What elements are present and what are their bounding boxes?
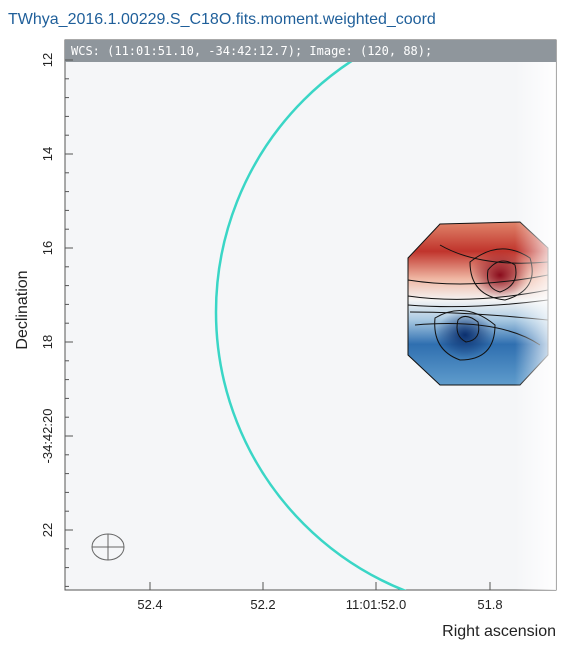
y-axis-title: Declination [14, 270, 31, 349]
y-tick-label: 18 [40, 335, 55, 349]
x-tick-label: 52.2 [250, 597, 275, 612]
x-axis-title: Right ascension [442, 623, 556, 640]
y-tick-label: 16 [40, 241, 55, 255]
y-tick-label: 14 [40, 147, 55, 161]
y-tick-label: -34:42:20 [40, 409, 55, 464]
edge-fade [515, 40, 560, 590]
x-tick-label: 11:01:52.0 [346, 597, 406, 612]
y-tick-label: 22 [40, 523, 55, 537]
y-tick-label: 12 [40, 53, 55, 67]
x-tick-label: 52.4 [137, 597, 162, 612]
cursor-info: WCS: (11:01:51.10, -34:42:12.7); Image: … [71, 44, 432, 58]
x-tick-label: 51.8 [477, 597, 502, 612]
file-title: TWhya_2016.1.00229.S_C18O.fits.moment.we… [8, 11, 436, 28]
image-viewer: TWhya_2016.1.00229.S_C18O.fits.moment.we… [0, 0, 566, 644]
